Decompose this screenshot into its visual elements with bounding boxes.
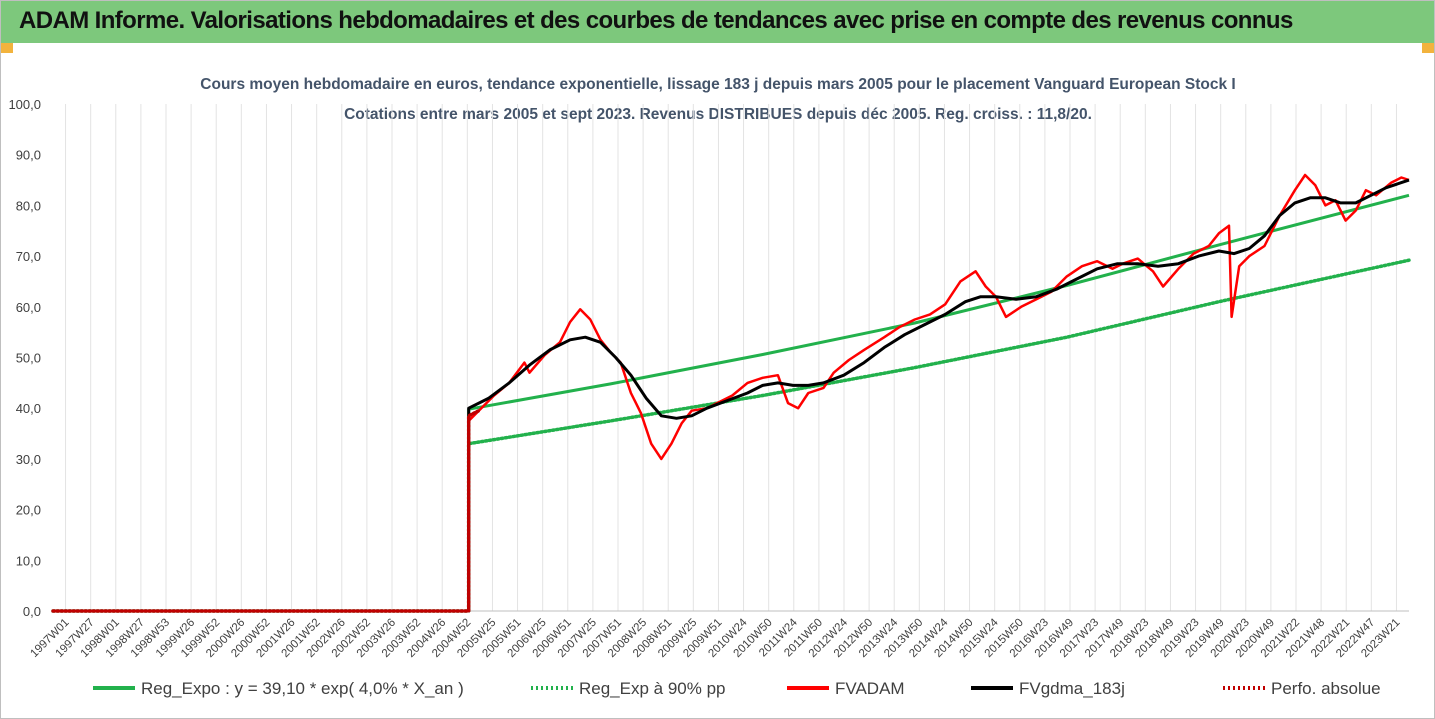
legend-label: Perfo. absolue bbox=[1271, 679, 1381, 698]
legend-label: FVgdma_183j bbox=[1019, 679, 1125, 698]
y-tick-label: 90,0 bbox=[16, 148, 41, 163]
series-line bbox=[51, 408, 481, 613]
y-tick-label: 40,0 bbox=[16, 401, 41, 416]
y-tick-label: 70,0 bbox=[16, 249, 41, 264]
report-banner: ADAM Informe. Valorisations hebdomadaire… bbox=[1, 1, 1434, 43]
series-line bbox=[53, 178, 1410, 613]
y-tick-label: 60,0 bbox=[16, 300, 41, 315]
y-tick-label: 50,0 bbox=[16, 351, 41, 366]
chart-title: Cours moyen hebdomadaire en euros, tenda… bbox=[200, 76, 1235, 93]
chart-gridlines bbox=[65, 104, 1397, 611]
banner-corner-right bbox=[1422, 43, 1434, 53]
chart-axes: 1997W011997W271998W011998W271998W531999W… bbox=[8, 97, 1409, 660]
legend-label: Reg_Expo : y = 39,10 * exp( 4,0% * X_an … bbox=[141, 679, 464, 698]
chart-legend: Reg_Expo : y = 39,10 * exp( 4,0% * X_an … bbox=[93, 679, 1381, 698]
y-tick-label: 10,0 bbox=[16, 553, 41, 568]
y-tick-label: 20,0 bbox=[16, 503, 41, 518]
banner-title: ADAM Informe. Valorisations hebdomadaire… bbox=[19, 7, 1293, 34]
series-line bbox=[53, 173, 1410, 613]
series-line bbox=[51, 258, 1411, 613]
chart-series bbox=[51, 173, 1411, 613]
banner-corner-left bbox=[1, 43, 13, 53]
legend-label: Reg_Exp à 90% pp bbox=[579, 679, 726, 698]
y-tick-label: 30,0 bbox=[16, 452, 41, 467]
y-tick-label: 80,0 bbox=[16, 198, 41, 213]
legend-label: FVADAM bbox=[835, 679, 905, 698]
series-line bbox=[53, 193, 1410, 613]
y-tick-label: 100,0 bbox=[8, 97, 41, 112]
y-tick-label: 0,0 bbox=[23, 604, 41, 619]
